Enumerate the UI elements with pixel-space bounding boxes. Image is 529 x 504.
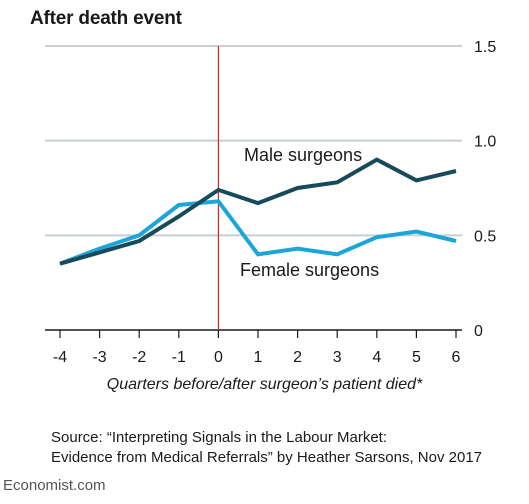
source-line-2: Evidence from Medical Referrals” by Heat… xyxy=(51,449,483,466)
y-tick-labels: 0 0.5 1.0 1.5 xyxy=(474,39,496,340)
x-tick-label: 5 xyxy=(412,349,421,366)
x-tick-label: -4 xyxy=(53,349,67,366)
series-label-male-surgeons: Male surgeons xyxy=(244,145,362,165)
x-tick-label: 6 xyxy=(452,349,461,366)
x-tick-label: -1 xyxy=(172,349,186,366)
series-labels: Male surgeons Female surgeons xyxy=(240,145,379,280)
x-tick-label: 3 xyxy=(333,349,342,366)
chart-title: After death event xyxy=(30,8,182,29)
x-axis-title: Quarters before/after surgeon’s patient … xyxy=(106,376,423,393)
publisher-credit: Economist.com xyxy=(3,477,106,494)
y-tick-label: 0 xyxy=(474,323,483,340)
x-tick-label: -2 xyxy=(132,349,146,366)
series-line-male-surgeons xyxy=(59,157,457,266)
x-ticks: -4 -3 -2 -1 0 1 2 3 4 5 6 xyxy=(53,330,461,366)
series-line-female-surgeons xyxy=(59,199,457,266)
x-tick-label: 4 xyxy=(372,349,381,366)
x-tick-label: -3 xyxy=(92,349,106,366)
series-label-female-surgeons: Female surgeons xyxy=(240,260,379,280)
source-note: Source: “Interpreting Signals in the Lab… xyxy=(51,428,482,468)
y-tick-label: 1.5 xyxy=(474,39,496,56)
y-tick-label: 0.5 xyxy=(474,228,496,245)
x-tick-label: 1 xyxy=(254,349,263,366)
grid-lines xyxy=(45,45,462,237)
series-lines xyxy=(59,157,457,266)
y-tick-label: 1.0 xyxy=(474,134,496,151)
source-line-1: Source: “Interpreting Signals in the Lab… xyxy=(51,429,388,446)
x-tick-label: 2 xyxy=(293,349,302,366)
x-tick-label: 0 xyxy=(214,349,223,366)
